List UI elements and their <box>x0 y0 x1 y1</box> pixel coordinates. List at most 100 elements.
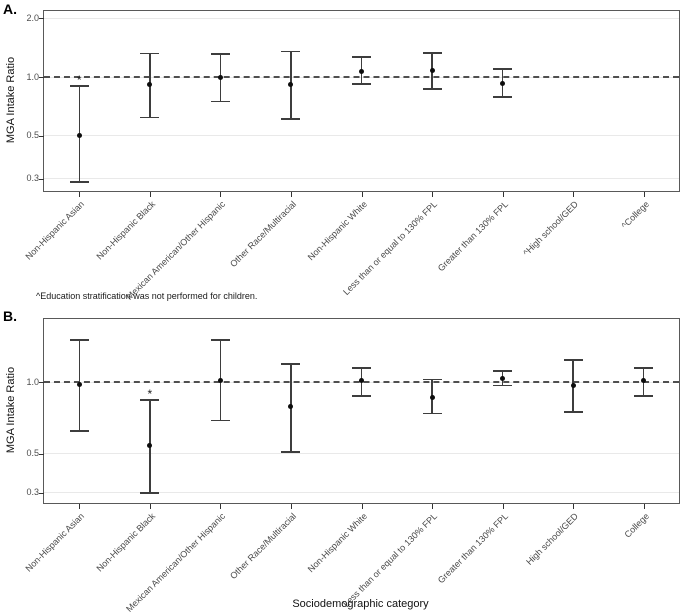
errorbar-cap-upper <box>634 366 654 369</box>
errorbar-cap-lower <box>563 411 583 413</box>
footnote: ^Education stratification was not perfor… <box>36 291 258 301</box>
errorbar-cap-upper <box>422 52 442 54</box>
point-estimate <box>147 82 153 88</box>
errorbar-cap-lower <box>140 491 160 494</box>
x-category-label: ^High school/GED <box>521 199 581 258</box>
errorbar-cap-upper <box>493 370 513 372</box>
errorbar-cap-upper <box>563 358 583 361</box>
errorbar-cap-upper <box>140 398 160 401</box>
point-estimate <box>76 381 82 387</box>
x-tick-mark <box>79 192 81 197</box>
errorbar-cap-upper <box>352 55 371 58</box>
point-estimate <box>429 394 435 400</box>
errorbar-cap-lower <box>422 412 442 415</box>
errorbar-cap-lower <box>281 451 301 453</box>
x-tick-mark <box>502 504 504 509</box>
errorbar-cap-upper <box>140 52 160 55</box>
significance-asterisk: * <box>147 386 153 401</box>
y-gridline <box>44 453 679 455</box>
y-gridline <box>44 135 679 137</box>
x-axis-title: Sociodemographic category <box>292 598 429 610</box>
x-tick-mark <box>220 504 222 509</box>
y-tick-mark <box>39 382 44 383</box>
errorbar-cap-upper <box>69 85 89 87</box>
point-estimate <box>359 378 364 384</box>
errorbar-cap-lower <box>210 100 230 103</box>
point-estimate <box>500 375 506 381</box>
x-tick-mark <box>643 504 645 509</box>
point-estimate <box>429 67 435 73</box>
y-tick-mark <box>39 135 44 137</box>
errorbar-cap-upper <box>210 339 230 342</box>
errorbar-cap-lower <box>422 87 442 90</box>
point-estimate <box>641 378 647 384</box>
errorbar-cap-upper <box>352 366 371 369</box>
point-estimate <box>147 442 153 448</box>
y-tick-label: 0.5 <box>26 130 39 141</box>
y-tick-label: 1.0 <box>26 376 39 387</box>
point-estimate <box>217 75 223 81</box>
y-tick-label: 0.5 <box>26 448 39 459</box>
x-tick-mark <box>361 192 363 197</box>
errorbar-cap-upper <box>281 363 301 366</box>
point-estimate <box>288 81 294 87</box>
y-gridline <box>44 178 679 180</box>
y-gridline <box>44 492 679 494</box>
errorbar-cap-lower <box>493 384 513 387</box>
y-tick-mark <box>39 77 44 78</box>
y-tick-label: 0.3 <box>26 173 39 184</box>
point-estimate <box>359 68 364 74</box>
x-category-label: Non-Hispanic White <box>305 199 369 263</box>
errorbar-cap-lower <box>69 430 89 432</box>
errorbar-cap-upper <box>210 53 230 55</box>
errorbar-cap-upper <box>493 68 513 70</box>
y-tick-mark <box>39 453 44 455</box>
x-tick-mark <box>361 504 363 509</box>
x-tick-mark <box>79 504 81 509</box>
errorbar-cap-lower <box>69 181 89 183</box>
errorbar-cap-upper <box>69 339 89 342</box>
x-category-label: ^College <box>619 199 651 231</box>
y-tick-label: 2.0 <box>26 12 39 23</box>
errorbar-cap-lower <box>634 395 654 397</box>
x-tick-mark <box>149 504 151 509</box>
errorbar-cap-upper <box>422 378 442 381</box>
x-tick-mark <box>643 192 645 197</box>
y-gridline <box>44 17 679 19</box>
x-category-label: Other Race/Multiracial <box>227 199 299 270</box>
point-estimate <box>217 378 223 384</box>
point-estimate <box>288 403 294 409</box>
x-tick-mark <box>573 192 575 197</box>
point-estimate <box>76 133 82 139</box>
y-tick-label: 1.0 <box>26 71 39 82</box>
errorbar-cap-lower <box>352 83 371 85</box>
y-tick-mark <box>39 178 44 180</box>
errorbar-cap-lower <box>352 395 371 397</box>
y-tick-mark <box>39 18 44 20</box>
errorbar-cap-lower <box>493 96 513 98</box>
x-category-label: Less than or equal to 130% FPL <box>341 199 440 298</box>
panel-b-label: B. <box>3 308 17 324</box>
point-estimate <box>570 383 576 389</box>
panel-a-plot-area: 2.0 1.0 0.5 0.3 Non-Hispanic Asian Non-Hispan… <box>24 10 680 302</box>
panel-b-plot-area: 1.0 0.5 0.3 Non-Hispanic Asian Non-Hispanic … <box>24 318 680 614</box>
x-category-label: Greater than 130% FPL <box>435 199 510 274</box>
x-tick-mark <box>290 192 292 197</box>
x-tick-mark <box>220 192 222 197</box>
x-tick-mark <box>432 504 434 509</box>
y-tick-label: 0.3 <box>26 487 39 498</box>
panel-a-label: A. <box>3 1 17 17</box>
errorbar-cap-lower <box>281 118 301 120</box>
significance-asterisk: * <box>76 72 82 87</box>
y-tick-mark <box>39 492 44 494</box>
y-axis-title-panel-b: MGA Intake Ratio <box>5 366 17 454</box>
errorbar-cap-lower <box>210 419 230 422</box>
x-tick-mark <box>432 192 434 197</box>
errorbar-cap-upper <box>281 50 301 53</box>
x-category-label: Mexican American/Other Hispanic <box>124 199 228 302</box>
x-tick-mark <box>573 504 575 509</box>
point-estimate <box>500 80 506 86</box>
x-tick-mark <box>290 504 292 509</box>
y-axis-title-panel-a: MGA Intake Ratio <box>5 56 17 144</box>
